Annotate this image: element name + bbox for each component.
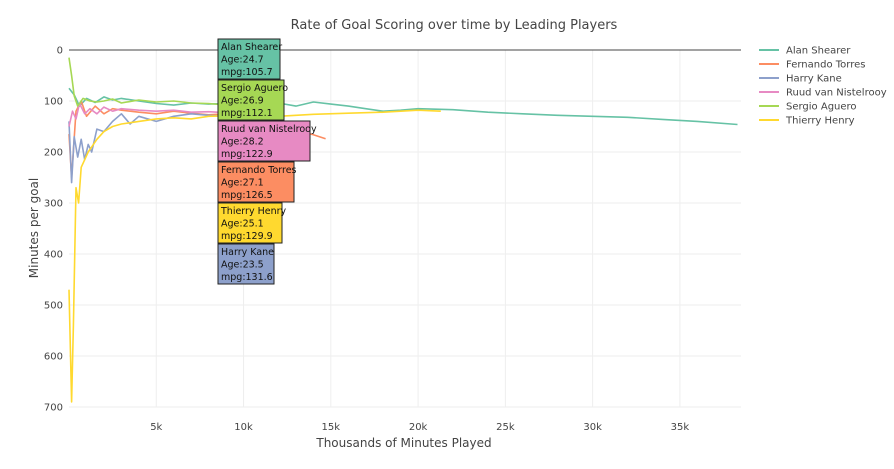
legend[interactable]: Alan Shearer Fernando Torres Harry Kane Ruu…: [759, 46, 887, 127]
hover-label-text: mpg:112.1: [221, 108, 273, 119]
legend-label: Alan Shearer: [786, 46, 851, 57]
hover-label-text: Age:28.2: [221, 137, 264, 148]
hover-label-text: Age:25.1: [221, 219, 264, 230]
y-axis-title: Minutes per goal: [27, 178, 41, 278]
legend-label: Thierry Henry: [785, 116, 855, 127]
hover-label-box: [217, 38, 281, 80]
y-tick-label: 400: [44, 250, 63, 261]
legend-item-harry-kane[interactable]: Harry Kane: [759, 74, 842, 85]
x-tick-label: 5k: [150, 422, 162, 433]
hover-label-text: Age:24.7: [221, 55, 264, 66]
y-tick-label: 600: [44, 352, 63, 363]
hover-label-box: [217, 202, 283, 244]
hover-label-text: mpg:105.7: [221, 67, 273, 78]
hover-label-text: Sergio Aguero: [221, 83, 288, 94]
hover-label-text: Age:26.9: [221, 96, 264, 107]
y-tick-label: 200: [44, 148, 63, 159]
hover-label-text: Thierry Henry: [220, 206, 287, 217]
hover-label-text: Fernando Torres: [221, 165, 297, 176]
x-tick-label: 35k: [671, 422, 690, 433]
hover-label-text: mpg:126.5: [221, 190, 273, 201]
x-tick-label: 30k: [583, 422, 602, 433]
series-line-sergio-aguero[interactable]: [68, 57, 262, 108]
series-line-thierry-henry[interactable]: [68, 109, 441, 403]
hover-label-text: Ruud van Nistelrooy: [221, 124, 317, 135]
hover-label-box: [217, 120, 311, 162]
legend-label: Harry Kane: [786, 74, 842, 85]
hover-label-text: Alan Shearer: [221, 42, 282, 53]
hover-label-box: [217, 243, 275, 285]
grid: [69, 50, 741, 408]
hover-label-text: Age:27.1: [221, 178, 264, 189]
x-tick-label: 10k: [234, 422, 253, 433]
y-tick-label: 700: [44, 403, 63, 414]
series-line-ruud-van-nistelrooy[interactable]: [68, 102, 244, 127]
series-line-alan-shearer[interactable]: [68, 87, 738, 126]
legend-item-alan-shearer[interactable]: Alan Shearer: [759, 46, 851, 57]
legend-label: Ruud van Nistelrooy: [786, 88, 887, 99]
x-tick-label: 20k: [409, 422, 428, 433]
hover-label-text: Harry Kane: [221, 247, 274, 258]
hover-label-text: mpg:131.6: [221, 272, 273, 283]
hover-label-box: [217, 161, 295, 203]
y-tick-labels: 0 100 200 300 400 500 600 700: [44, 46, 63, 414]
hover-label-text: mpg:122.9: [221, 149, 273, 160]
x-tick-labels: 5k 10k 15k 20k 25k 30k 35k: [150, 422, 689, 433]
legend-item-fernando-torres[interactable]: Fernando Torres: [759, 60, 865, 71]
y-tick-label: 100: [44, 97, 63, 108]
y-tick-label: 500: [44, 301, 63, 312]
x-tick-label: 15k: [322, 422, 341, 433]
legend-item-sergio-aguero[interactable]: Sergio Aguero: [759, 102, 857, 113]
legend-item-ruud-van-nistelrooy[interactable]: Ruud van Nistelrooy: [759, 88, 887, 99]
legend-label: Fernando Torres: [786, 60, 865, 71]
hover-label-text: Age:23.5: [221, 260, 264, 271]
x-tick-label: 25k: [496, 422, 515, 433]
chart-title: Rate of Goal Scoring over time by Leadin…: [291, 18, 618, 33]
hover-label-text: mpg:129.9: [221, 231, 273, 242]
series-line-harry-kane[interactable]: [68, 113, 223, 184]
legend-item-thierry-henry[interactable]: Thierry Henry: [759, 116, 855, 127]
series-lines: [68, 57, 738, 403]
legend-label: Sergio Aguero: [786, 102, 857, 113]
y-tick-label: 0: [57, 46, 63, 57]
hover-label-box: [217, 79, 285, 121]
y-tick-label: 300: [44, 199, 63, 210]
x-axis-title: Thousands of Minutes Played: [315, 436, 491, 450]
